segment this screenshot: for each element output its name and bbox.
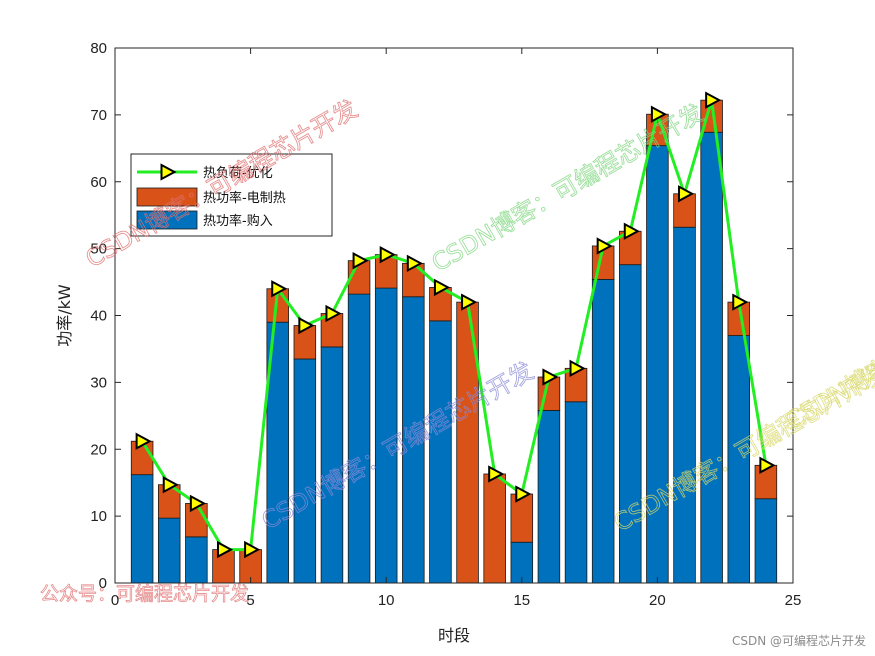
load-marker-19 [623, 222, 640, 240]
bar-buy-16 [537, 410, 561, 584]
y-tick-label: 50 [90, 241, 107, 258]
load-marker-17 [569, 359, 586, 378]
x-tick-label: 5 [246, 592, 254, 609]
y-tick-label: 30 [90, 374, 107, 391]
load-marker-5 [244, 540, 261, 559]
legend-label-buy: 热功率-购入 [203, 213, 273, 229]
load-marker-1 [135, 432, 152, 450]
bar-buy-2 [157, 517, 181, 584]
y-tick-label: 10 [90, 508, 107, 525]
legend-swatch-buy [136, 210, 198, 230]
bar-buy-22 [700, 131, 723, 584]
bar-buy-21 [673, 226, 696, 584]
load-marker-21 [678, 185, 695, 203]
bar-electric-14 [483, 473, 506, 584]
watermark-text: 公众号：可编程芯片开发 [40, 583, 249, 605]
x-tick-label: 20 [649, 592, 666, 609]
y-tick-label: 70 [90, 107, 107, 124]
watermark-text: CSDN博客：可编程芯片开发 [781, 257, 875, 435]
bar-buy-9 [347, 293, 371, 584]
bar-electric-15 [510, 493, 534, 543]
load-marker-16 [542, 368, 559, 386]
load-marker-13 [461, 293, 478, 311]
bar-buy-18 [591, 278, 615, 584]
load-marker-3 [189, 494, 206, 513]
y-tick-label: 80 [90, 40, 107, 57]
line-layer [135, 91, 776, 559]
y-tick-label: 40 [90, 308, 107, 325]
load-marker-14 [488, 465, 505, 483]
load-marker-11 [406, 254, 423, 273]
load-marker-9 [352, 251, 369, 270]
legend-swatch-electric [136, 187, 198, 207]
bar-buy-7 [293, 358, 317, 584]
x-tick-label: 15 [513, 592, 530, 609]
load-marker-12 [433, 278, 451, 297]
load-marker-22 [705, 91, 722, 109]
load-marker-15 [515, 485, 532, 503]
load-marker-10 [379, 245, 396, 264]
x-tick-label: 10 [378, 592, 395, 609]
legend-marker-load [160, 163, 177, 181]
load-marker-2 [162, 476, 179, 494]
credit-text: CSDN @可编程芯片开发 [732, 633, 866, 648]
x-tick-label: 0 [111, 592, 119, 609]
load-marker-4 [216, 540, 234, 559]
bars-layer [130, 99, 778, 584]
axes-layer: 0 5 10 15 20 25 0 10 20 30 40 50 60 70 80 时段 功率/kW [55, 40, 801, 645]
load-marker-24 [759, 456, 776, 474]
load-marker-6 [271, 280, 288, 298]
x-axis-label: 时段 [438, 626, 470, 645]
legend-label-electric: 热功率-电制热 [203, 190, 286, 206]
bar-buy-24 [754, 498, 778, 584]
load-marker-20 [650, 105, 668, 123]
bar-buy-1 [130, 474, 154, 584]
bar-buy-15 [510, 541, 534, 584]
load-marker-18 [596, 237, 613, 255]
bar-buy-3 [185, 536, 208, 584]
y-tick-label: 20 [90, 441, 107, 458]
load-marker-23 [732, 293, 749, 311]
y-tick-label: 60 [90, 174, 107, 191]
load-marker-8 [325, 304, 342, 323]
x-tick-label: 25 [785, 592, 802, 609]
bar-buy-17 [564, 401, 588, 584]
y-axis-label: 功率/kW [55, 284, 74, 347]
legend-label-load: 热负荷-优化 [203, 166, 273, 181]
bar-buy-12 [429, 320, 452, 584]
load-marker-7 [298, 316, 315, 335]
y-tick-label: 0 [99, 575, 107, 592]
